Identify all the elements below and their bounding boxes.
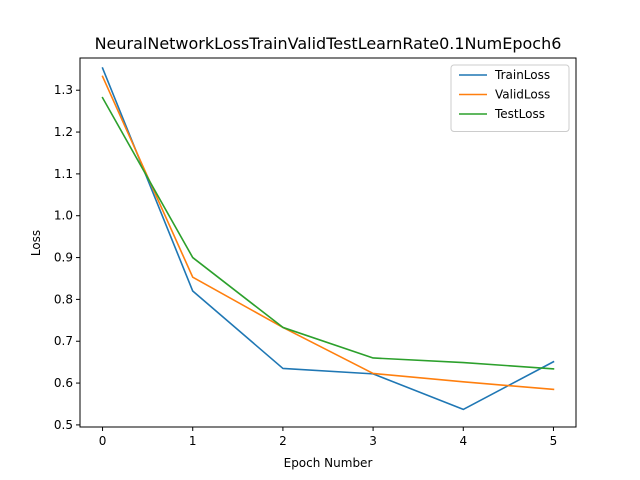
y-tick-label: 0.8 — [54, 292, 73, 306]
legend-box — [450, 64, 570, 132]
y-tick-label: 1.0 — [54, 209, 73, 223]
series-layer — [101, 66, 555, 411]
y-tick-label: 1.2 — [54, 125, 73, 139]
legend-label: TestLoss — [494, 107, 545, 121]
series-line-testloss — [101, 96, 555, 370]
x-tick-label: 0 — [99, 434, 107, 448]
series-line-validloss — [101, 75, 555, 391]
y-tick-label: 0.5 — [54, 418, 73, 432]
legend: TrainLoss ValidLoss TestLoss — [450, 64, 570, 132]
x-axis: 0 1 2 3 4 5 — [99, 427, 558, 448]
y-tick-label: 1.3 — [54, 83, 73, 97]
y-axis-label: Loss — [29, 230, 43, 256]
y-tick-label: 0.9 — [54, 251, 73, 265]
legend-label: ValidLoss — [495, 88, 550, 102]
x-tick-label: 2 — [279, 434, 287, 448]
x-tick-label: 4 — [459, 434, 467, 448]
y-tick-label: 1.1 — [54, 167, 73, 181]
x-axis-label: Epoch Number — [284, 456, 373, 470]
series-line-trainloss — [101, 66, 555, 411]
y-tick-label: 0.7 — [54, 334, 73, 348]
y-axis: 0.5 0.6 0.7 0.8 0.9 1.0 1.1 1.2 1.3 — [54, 83, 80, 432]
x-tick-label: 5 — [550, 434, 558, 448]
x-tick-label: 3 — [369, 434, 377, 448]
chart-title: NeuralNetworkLossTrainValidTestLearnRate… — [95, 34, 562, 53]
legend-label: TrainLoss — [494, 68, 550, 82]
axes-frame — [79, 57, 577, 428]
x-tick-label: 1 — [189, 434, 197, 448]
y-tick-label: 0.6 — [54, 376, 73, 390]
